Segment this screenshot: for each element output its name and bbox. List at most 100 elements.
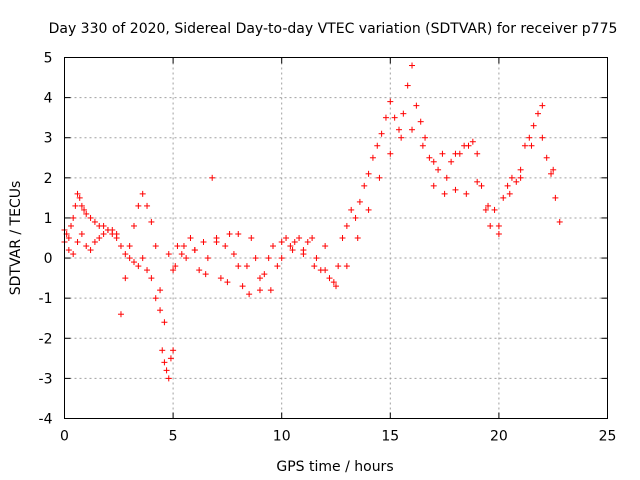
data-point <box>74 190 81 197</box>
data-point <box>539 102 546 109</box>
data-point <box>131 222 138 229</box>
data-point <box>343 263 350 270</box>
data-point <box>144 267 151 274</box>
data-point <box>122 251 129 258</box>
data-point <box>300 251 307 258</box>
data-point <box>74 239 81 246</box>
data-point <box>126 255 133 262</box>
data-point <box>104 226 111 233</box>
data-point <box>539 134 546 141</box>
data-point <box>83 243 90 250</box>
data-point <box>163 367 170 374</box>
data-point <box>291 239 298 246</box>
data-point <box>209 174 216 181</box>
data-point <box>495 230 502 237</box>
data-point <box>517 166 524 173</box>
data-point <box>65 235 72 241</box>
data-point <box>552 194 559 201</box>
data-point <box>521 142 528 149</box>
data-point <box>556 218 563 225</box>
y-tick-label: 2 <box>44 171 53 187</box>
data-point <box>283 235 290 241</box>
data-point <box>256 287 263 294</box>
data-point <box>126 243 133 250</box>
grid-lines <box>64 57 608 419</box>
data-point <box>506 190 513 197</box>
data-point <box>65 247 72 254</box>
data-point <box>165 251 172 258</box>
data-point <box>430 182 437 189</box>
data-point <box>239 283 246 290</box>
data-point <box>91 218 98 225</box>
data-point <box>222 243 229 250</box>
data-point <box>426 154 433 161</box>
data-point <box>152 243 159 250</box>
data-point <box>387 150 394 157</box>
data-point <box>491 206 498 213</box>
data-point <box>395 126 402 133</box>
data-point <box>235 263 242 270</box>
data-point <box>100 230 107 237</box>
data-point <box>469 138 476 145</box>
chart-title: Day 330 of 2020, Sidereal Day-to-day VTE… <box>49 21 618 37</box>
data-point <box>309 235 316 241</box>
data-point <box>226 230 233 237</box>
data-point <box>419 142 426 149</box>
data-point <box>296 235 303 241</box>
data-point <box>274 263 281 270</box>
data-point <box>369 154 376 161</box>
data-point <box>417 118 424 125</box>
data-point <box>439 150 446 157</box>
data-point <box>217 275 224 282</box>
data-point <box>474 178 481 185</box>
data-point <box>474 150 481 157</box>
data-point <box>463 190 470 197</box>
y-tick-label: 5 <box>44 51 53 67</box>
data-point <box>135 263 142 270</box>
data-point <box>508 174 515 181</box>
data-point <box>422 134 429 141</box>
data-point <box>356 198 363 205</box>
data-point <box>485 202 492 209</box>
data-point <box>172 263 179 270</box>
data-point <box>224 279 231 286</box>
data-point <box>548 170 555 177</box>
data-point <box>352 214 359 221</box>
x-tick-label: 25 <box>599 429 617 445</box>
data-point <box>165 375 172 382</box>
y-tick-label: 1 <box>44 211 53 227</box>
data-point <box>135 202 142 209</box>
data-point <box>456 150 463 157</box>
data-point <box>76 194 83 201</box>
data-point <box>178 251 185 258</box>
data-point <box>196 267 203 274</box>
data-point <box>87 214 94 221</box>
data-point <box>365 170 372 177</box>
data-point <box>378 130 385 137</box>
data-point <box>243 263 250 270</box>
data-point <box>443 174 450 181</box>
data-point <box>534 110 541 117</box>
y-tick-label: 0 <box>44 251 53 267</box>
data-point <box>167 355 174 362</box>
y-tick-labels: -4 -3 -2 -1 0 1 2 3 4 5 <box>39 51 53 428</box>
data-point <box>339 235 346 241</box>
x-tick-label: 20 <box>490 429 508 445</box>
plot-frame <box>64 57 608 419</box>
data-point <box>448 158 455 165</box>
data-point <box>96 235 103 241</box>
data-point <box>202 271 209 278</box>
data-point <box>487 222 494 229</box>
data-point <box>248 235 255 241</box>
y-tick-label: 3 <box>44 131 53 147</box>
x-tick-label: 0 <box>60 429 69 445</box>
data-point <box>100 222 107 229</box>
data-point <box>278 239 285 246</box>
data-point <box>139 190 146 197</box>
data-point <box>343 222 350 229</box>
data-point <box>152 295 159 302</box>
data-point <box>72 202 79 209</box>
data-point <box>270 243 277 250</box>
data-point <box>87 247 94 254</box>
